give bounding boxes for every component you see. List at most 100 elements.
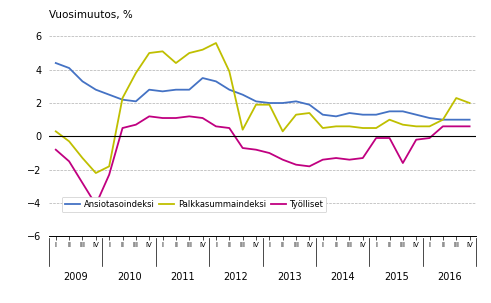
Ansiotasoindeksi [146,88,152,92]
Työlliset [360,156,366,160]
Ansiotasoindeksi [93,88,99,92]
Työlliset [253,148,259,152]
Palkkasummaindeksi [213,41,219,45]
Työlliset [200,116,206,120]
Työlliset [133,123,139,127]
Ansiotasoindeksi [453,118,459,122]
Palkkasummaindeksi [347,125,353,128]
Työlliset [106,173,112,176]
Palkkasummaindeksi [267,103,273,107]
Työlliset [440,125,446,128]
Text: 2014: 2014 [330,272,355,282]
Palkkasummaindeksi [93,171,99,175]
Text: 2016: 2016 [437,272,462,282]
Työlliset [160,116,165,120]
Ansiotasoindeksi [173,88,179,92]
Palkkasummaindeksi [306,111,312,115]
Ansiotasoindeksi [360,113,366,117]
Line: Ansiotasoindeksi: Ansiotasoindeksi [56,63,469,120]
Text: 2010: 2010 [117,272,141,282]
Työlliset [173,116,179,120]
Palkkasummaindeksi [333,125,339,128]
Palkkasummaindeksi [413,125,419,128]
Työlliset [466,125,472,128]
Palkkasummaindeksi [360,126,366,130]
Text: 2009: 2009 [63,272,88,282]
Palkkasummaindeksi [160,50,165,53]
Työlliset [120,126,126,130]
Työlliset [413,138,419,142]
Ansiotasoindeksi [427,116,433,120]
Ansiotasoindeksi [213,80,219,83]
Työlliset [347,158,353,161]
Palkkasummaindeksi [440,118,446,122]
Työlliset [373,136,379,140]
Palkkasummaindeksi [53,130,59,133]
Työlliset [213,125,219,128]
Työlliset [80,181,85,185]
Ansiotasoindeksi [413,113,419,117]
Työlliset [386,136,392,140]
Legend: Ansiotasoindeksi, Palkkasummaindeksi, Työlliset: Ansiotasoindeksi, Palkkasummaindeksi, Ty… [62,197,327,212]
Ansiotasoindeksi [306,103,312,107]
Palkkasummaindeksi [120,96,126,100]
Ansiotasoindeksi [160,90,165,93]
Ansiotasoindeksi [66,66,72,70]
Ansiotasoindeksi [240,93,246,97]
Ansiotasoindeksi [347,111,353,115]
Palkkasummaindeksi [80,156,85,160]
Text: 2011: 2011 [170,272,195,282]
Palkkasummaindeksi [66,140,72,143]
Työlliset [53,148,59,152]
Ansiotasoindeksi [186,88,192,92]
Ansiotasoindeksi [320,113,326,117]
Työlliset [453,125,459,128]
Palkkasummaindeksi [226,70,232,73]
Ansiotasoindeksi [373,113,379,117]
Line: Työlliset: Työlliset [56,116,469,205]
Palkkasummaindeksi [200,48,206,52]
Ansiotasoindeksi [280,101,286,105]
Työlliset [320,158,326,161]
Työlliset [267,151,273,155]
Palkkasummaindeksi [453,96,459,100]
Työlliset [66,160,72,163]
Ansiotasoindeksi [80,80,85,83]
Työlliset [240,146,246,150]
Palkkasummaindeksi [280,130,286,133]
Text: Vuosimuutos, %: Vuosimuutos, % [49,10,133,20]
Palkkasummaindeksi [293,113,299,117]
Line: Palkkasummaindeksi: Palkkasummaindeksi [56,43,469,173]
Palkkasummaindeksi [400,123,406,127]
Ansiotasoindeksi [106,93,112,97]
Text: 2012: 2012 [223,272,248,282]
Palkkasummaindeksi [146,51,152,55]
Työlliset [93,203,99,207]
Palkkasummaindeksi [253,103,259,107]
Työlliset [146,115,152,118]
Työlliset [333,156,339,160]
Työlliset [400,161,406,165]
Ansiotasoindeksi [400,110,406,113]
Palkkasummaindeksi [373,126,379,130]
Ansiotasoindeksi [293,100,299,103]
Palkkasummaindeksi [240,128,246,132]
Palkkasummaindeksi [427,125,433,128]
Ansiotasoindeksi [133,100,139,103]
Ansiotasoindeksi [267,101,273,105]
Palkkasummaindeksi [106,165,112,168]
Palkkasummaindeksi [320,126,326,130]
Ansiotasoindeksi [53,61,59,65]
Palkkasummaindeksi [386,118,392,122]
Ansiotasoindeksi [120,98,126,102]
Ansiotasoindeksi [226,88,232,92]
Ansiotasoindeksi [386,110,392,113]
Palkkasummaindeksi [133,71,139,75]
Palkkasummaindeksi [186,51,192,55]
Ansiotasoindeksi [466,118,472,122]
Ansiotasoindeksi [440,118,446,122]
Työlliset [427,136,433,140]
Työlliset [280,158,286,161]
Text: 2013: 2013 [277,272,301,282]
Ansiotasoindeksi [333,115,339,118]
